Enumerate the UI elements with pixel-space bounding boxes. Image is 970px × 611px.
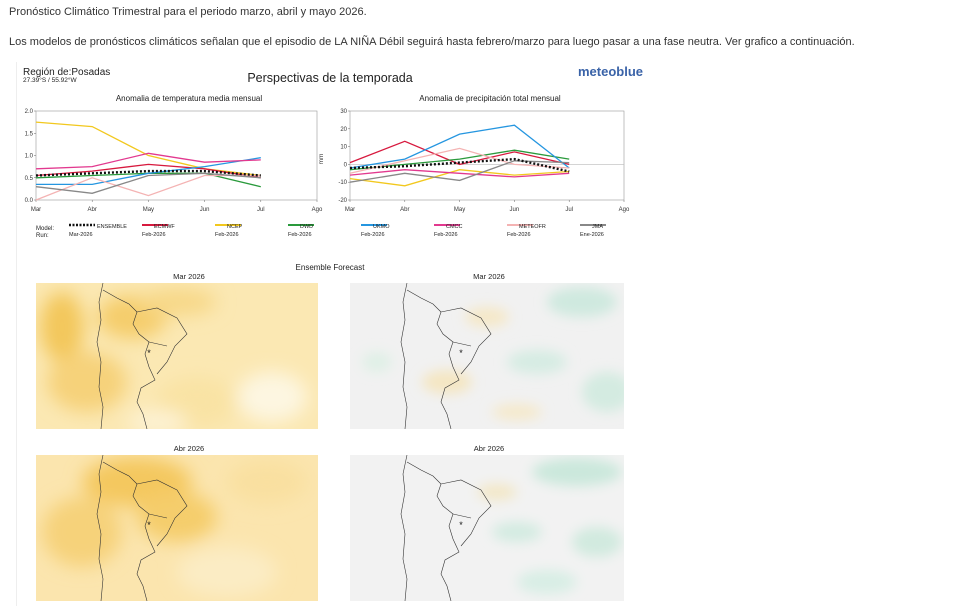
precip-chart-ytick-label: -10: [338, 180, 347, 186]
precip-chart-ytick-label: 10: [340, 145, 347, 151]
legend-model-cmcc: CMCC: [446, 224, 463, 230]
svg-text:*: *: [147, 520, 151, 530]
legend-model-label: Model:: [36, 226, 54, 232]
map-title-precip-abr: Abr 2026: [474, 444, 504, 453]
temp-chart-xtick-label: Jul: [257, 207, 265, 213]
temp-chart-title: Anomalia de temperatura media mensual: [116, 94, 263, 103]
intro-line-1: Pronóstico Climático Trimestral para el …: [9, 6, 367, 18]
legend-model-dwd: DWD: [300, 224, 313, 230]
precip-chart-xtick-label: Jul: [565, 207, 573, 213]
precip-chart-series-ukmo: [349, 124, 570, 169]
precip-chart-series-jma: [349, 160, 570, 183]
ensemble-forecast-title: Ensemble Forecast: [296, 263, 366, 272]
temp-chart-xtick-label: Abr: [88, 207, 97, 213]
precip-chart-series-ecmwf: [349, 140, 570, 166]
legend-model-meteofr: METEOFR: [519, 224, 546, 230]
legend-run-ncep: Feb-2026: [215, 232, 239, 238]
temp-chart-xtick-label: Mar: [31, 207, 41, 213]
legend-model-ecmwf: ECMWF: [154, 224, 175, 230]
seasonal-outlook-panel: Región de:Posadas 27.39°S / 55.92°W Pers…: [16, 62, 651, 606]
precip-chart-series-ensemble: [349, 157, 570, 173]
region-coords: 27.39°S / 55.92°W: [23, 76, 77, 84]
legend-model-ukmo: UKMO: [373, 224, 390, 230]
legend-run-ecmwf: Feb-2026: [142, 232, 166, 238]
outlook-figure: Región de:Posadas 27.39°S / 55.92°W Pers…: [23, 64, 643, 601]
temp-chart-xtick-label: May: [143, 207, 154, 213]
precip-chart-ytick-label: 0: [344, 162, 348, 168]
legend-run-ukmo: Feb-2026: [361, 232, 385, 238]
legend-run-dwd: Feb-2026: [288, 232, 312, 238]
legend-model-jma: JMA: [592, 224, 603, 230]
precip-chart-frame: [349, 110, 625, 201]
precip-anomaly-map-mar: *: [350, 283, 624, 429]
precip-chart-ytick-label: -20: [338, 198, 347, 204]
map-title-temp-mar: Mar 2026: [173, 272, 205, 281]
temp-chart-series-ukmo: [36, 157, 261, 186]
temp-chart-xtick-label: Jun: [200, 207, 210, 213]
chart-legend: ENSEMBLE Mar-2026 ECMWF Feb-2026 NCEP Feb-202…: [69, 223, 606, 238]
precip-chart-xtick-label: Abr: [400, 207, 409, 213]
svg-text:*: *: [147, 348, 151, 358]
temp-chart-series-ecmwf: [35, 163, 261, 179]
temp-chart-ytick-label: 2.0: [25, 109, 34, 115]
region-label: Región de:Posadas: [23, 67, 110, 78]
legend-model-ensemble: ENSEMBLE: [97, 224, 127, 230]
temp-anomaly-map-mar: *: [36, 283, 318, 429]
temp-chart-ytick-label: 0.0: [25, 198, 34, 204]
legend-run-jma: Ene-2026: [580, 232, 604, 238]
precip-chart-title: Anomalia de precipitación total mensual: [419, 94, 561, 103]
temp-chart-series-ensemble: [35, 169, 261, 177]
temp-chart-ytick-label: 1.5: [25, 131, 34, 137]
legend-run-label: Run:: [36, 233, 49, 239]
temp-anomaly-map-abr: *: [36, 455, 318, 601]
map-title-temp-abr: Abr 2026: [174, 444, 204, 453]
precip-chart-series-cmcc: [349, 169, 570, 178]
precip-chart-series-ncep: [349, 169, 570, 187]
temp-chart-series-meteofr: [35, 174, 261, 201]
precip-chart-xtick-label: Ago: [619, 207, 630, 213]
map-title-precip-mar: Mar 2026: [473, 272, 505, 281]
precip-ylabel: mm: [318, 154, 325, 165]
meteoblue-logo: meteoblue: [578, 64, 643, 79]
temp-chart-series-jma: [35, 172, 261, 194]
intro-line-2: Los modelos de pronósticos climáticos se…: [9, 36, 855, 48]
temp-chart-xtick-label: Ago: [312, 207, 323, 213]
precip-chart-xtick-label: Jun: [510, 207, 520, 213]
svg-text:*: *: [459, 520, 463, 530]
precipitation-chart: -20 -10 0 10 20 30 Mar Abr May Jun Jul Ago: [338, 109, 630, 213]
temp-chart-series-cmcc: [35, 152, 261, 170]
precip-anomaly-map-abr: *: [350, 455, 624, 601]
legend-run-ensemble: Mar-2026: [69, 232, 93, 238]
legend-run-meteofr: Feb-2026: [507, 232, 531, 238]
precip-chart-xtick-label: Mar: [345, 207, 355, 213]
precip-chart-ytick-label: 20: [340, 127, 347, 133]
precip-chart-ytick-label: 30: [340, 109, 347, 115]
temp-chart-series-ncep: [35, 121, 261, 177]
temperature-chart: 0.0 0.5 1.0 1.5 2.0 Mar Abr May Jun Jul Ago: [25, 109, 323, 213]
precip-chart-series-meteofr: [349, 147, 570, 174]
svg-text:*: *: [459, 348, 463, 358]
temp-chart-ytick-label: 1.0: [25, 154, 34, 160]
figure-title: Perspectivas de la temporada: [247, 71, 412, 85]
precip-chart-xtick-label: May: [454, 207, 465, 213]
temp-chart-ytick-label: 0.5: [25, 176, 34, 182]
legend-run-cmcc: Feb-2026: [434, 232, 458, 238]
temp-chart-frame: [35, 110, 318, 201]
legend-model-ncep: NCEP: [227, 224, 243, 230]
